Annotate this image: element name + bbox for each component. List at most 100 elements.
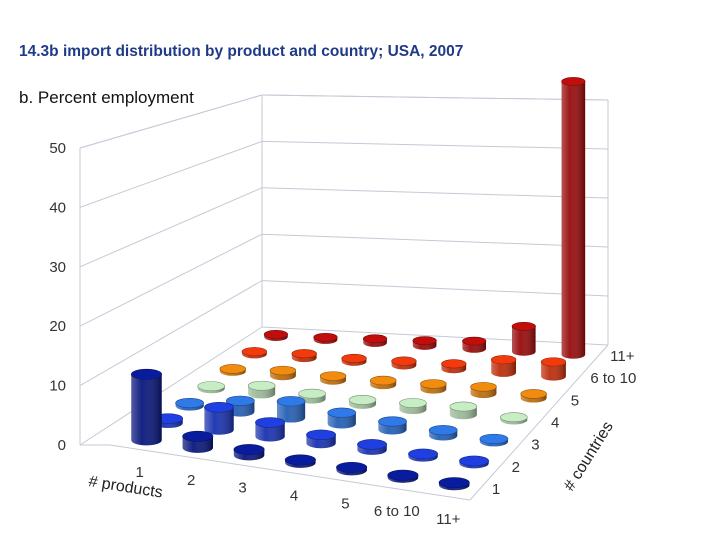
country-tick-label: 3: [531, 437, 539, 454]
bar-cylinder: [319, 371, 347, 385]
bar-shading: [561, 81, 586, 359]
grid-line: [79, 280, 263, 387]
grid-line: [261, 280, 609, 297]
chart-subtitle: b. Percent employment: [19, 88, 194, 107]
floor-left-edge: [79, 326, 263, 446]
product-tick-label: 4: [290, 488, 298, 505]
bar-cylinder: [399, 398, 427, 415]
bar-cylinder: [175, 398, 205, 411]
bar-shading: [387, 475, 419, 483]
bar-cylinder: [276, 396, 306, 423]
floor-back-edge: [261, 326, 609, 346]
grid-line: [261, 233, 609, 248]
bar-cylinder: [428, 425, 458, 441]
bar-top: [391, 356, 417, 366]
bar-top: [241, 347, 268, 357]
bar-top: [306, 429, 337, 441]
bar-cylinder: [520, 389, 547, 403]
bar-shading: [219, 368, 246, 376]
bar-shading: [420, 383, 447, 394]
bar-cylinder: [499, 412, 528, 425]
product-tick-label: 1: [136, 464, 144, 481]
bar-shading: [363, 338, 387, 347]
bar-top: [438, 477, 470, 489]
z-tick-label: 10: [49, 378, 66, 395]
bar-shading: [541, 361, 566, 381]
bar-top: [255, 417, 286, 428]
bar-shading: [175, 403, 204, 411]
bar-shading: [264, 334, 288, 341]
bar-shading: [291, 353, 317, 363]
bar-shading: [341, 358, 367, 366]
bar-cylinder: [291, 349, 317, 363]
bar-top: [319, 371, 347, 381]
bar-cylinder: [438, 477, 470, 491]
bar-shading: [182, 436, 213, 453]
bar-top: [327, 407, 357, 418]
bars: [130, 77, 586, 491]
bar-top: [490, 355, 517, 365]
bar-shading: [412, 340, 437, 350]
bar-cylinder: [511, 321, 536, 356]
bar-shading: [357, 444, 387, 455]
chart-title: 14.3b import distribution by product and…: [19, 43, 464, 60]
bar-cylinder: [362, 334, 388, 347]
country-tick-label: 11+: [610, 348, 635, 365]
bar-shading: [439, 482, 470, 491]
bar-cylinder: [182, 430, 214, 453]
product-tick-label: 5: [341, 495, 349, 512]
bar-cylinder: [561, 77, 586, 359]
bar-top: [197, 381, 226, 392]
bar-cylinder: [441, 359, 467, 374]
z-tick-label: 50: [49, 140, 66, 157]
bar-top: [459, 455, 490, 467]
bar-shading: [500, 417, 528, 425]
floor-front-edge: [109, 444, 471, 501]
grid-line: [261, 140, 609, 150]
bar-shading: [255, 422, 285, 442]
bar-top: [269, 365, 297, 376]
bar-cylinder: [327, 407, 357, 429]
grid-line: [79, 233, 263, 327]
z-tick-label: 0: [58, 437, 66, 454]
bar-cylinder: [391, 356, 417, 370]
bar-shading: [242, 351, 267, 359]
bar-top: [369, 375, 397, 386]
bar-cylinder: [357, 439, 388, 455]
bar-shading: [462, 341, 486, 353]
grid-line: [261, 187, 609, 199]
bar-shading: [327, 412, 356, 429]
bar-top: [263, 330, 289, 339]
bar-top: [313, 332, 338, 342]
bar-top: [470, 382, 497, 392]
bar-cylinder: [336, 461, 368, 476]
bar-shading: [408, 453, 438, 462]
country-tick-label: 1: [492, 481, 500, 498]
bar-shading: [491, 359, 516, 377]
bar-shading: [320, 376, 346, 385]
bar-top: [357, 439, 388, 450]
product-tick-label: 3: [238, 480, 246, 497]
bar-top: [276, 396, 306, 407]
bar-shading: [270, 370, 296, 381]
country-tick-label: 2: [512, 459, 520, 476]
bar-cylinder: [341, 353, 367, 366]
bar-top: [182, 430, 214, 442]
country-tick-label: 4: [551, 415, 559, 432]
grid-line: [261, 94, 609, 101]
bar-cylinder: [247, 380, 276, 399]
floor-right-edge: [469, 344, 609, 501]
bar-top: [520, 389, 547, 399]
bar-shading: [277, 401, 306, 423]
x-axis-label: # products: [87, 473, 163, 501]
bar-shading: [459, 460, 489, 469]
bar-cylinder: [263, 330, 289, 341]
bar-shading: [131, 374, 162, 446]
bar-top: [298, 388, 326, 399]
bar-top: [291, 349, 317, 359]
grid-line: [79, 187, 263, 268]
bar-shading: [336, 467, 367, 476]
bar-top: [387, 469, 419, 481]
bar-cylinder: [378, 416, 407, 435]
